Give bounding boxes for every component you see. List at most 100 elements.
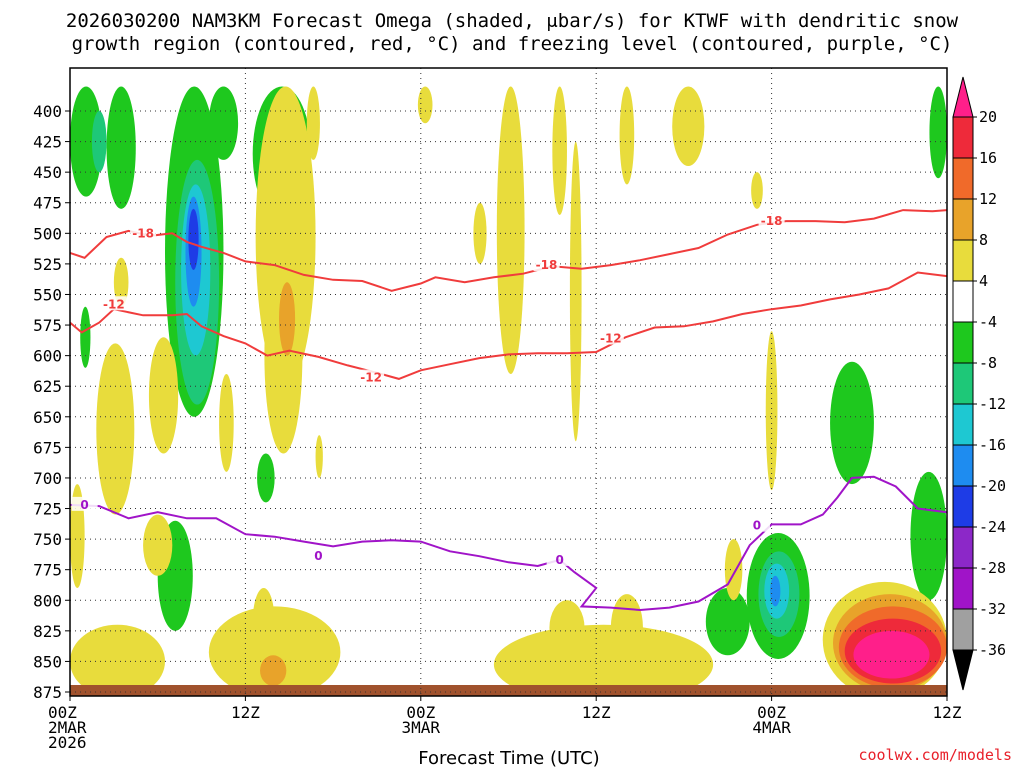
colorbar-band (952, 567, 974, 610)
omega-shading (70, 86, 947, 696)
omega-region-4_8 (672, 86, 705, 167)
omega-region-4_8 (96, 343, 135, 515)
omega-region-m8_m4 (910, 471, 947, 601)
y-tick-label: 450 (33, 163, 62, 182)
contour-label-bg (130, 225, 157, 240)
y-tick-label: 425 (33, 133, 62, 152)
omega-region-m8_m4 (705, 588, 750, 656)
x-tick-label: 12Z (933, 703, 962, 722)
x-tick-label: 2MAR (48, 718, 87, 737)
omega-region-8_12 (279, 282, 296, 356)
contour-label-bg (100, 296, 127, 311)
omega-region-m8_m4 (929, 86, 947, 179)
contour-line--18 (70, 209, 947, 292)
colorbar-band (952, 321, 974, 364)
colorbar-arrow-top (952, 76, 974, 118)
y-tick-label: 500 (33, 224, 62, 243)
omega-region-4_8 (306, 86, 320, 160)
omega-region-4_8 (315, 435, 323, 478)
omega-region-4_8 (473, 202, 487, 264)
colorbar-label: -4 (979, 313, 997, 331)
contour-label: 0 (555, 553, 563, 567)
omega-region-m8_m4 (80, 306, 91, 368)
colorbar-band (952, 280, 974, 323)
contour-label: -12 (600, 332, 622, 346)
x-tick-label: 3MAR (402, 718, 441, 737)
y-tick-label: 550 (33, 285, 62, 304)
omega-region-m8_m4 (70, 86, 103, 197)
y-tick-label: 650 (33, 408, 62, 427)
contour-label-bg (743, 517, 770, 532)
y-tick-label: 775 (33, 561, 62, 580)
colorbar-band (952, 116, 974, 159)
contour-line--12 (70, 271, 947, 380)
omega-region-8_12 (260, 655, 287, 686)
colorbar-band (952, 362, 974, 405)
omega-region-4_8 (724, 539, 743, 601)
terrain-band (70, 685, 947, 696)
colorbar-band (952, 485, 974, 528)
contour-line-0 (70, 475, 947, 612)
omega-region-m8_m4 (830, 361, 874, 485)
omega-region-4_8 (619, 86, 635, 185)
omega-region-4_8 (219, 373, 234, 472)
gridlines (69, 68, 948, 696)
omega-region-gt20 (853, 630, 930, 679)
contour-label-bg (597, 330, 624, 345)
colorbar-label: 4 (979, 272, 988, 290)
omega-region-4_8 (552, 86, 567, 215)
y-tick-label: 725 (33, 500, 62, 519)
omega-region-4_8 (493, 624, 714, 696)
omega-region-4_8 (70, 624, 165, 696)
colorbar-band (952, 608, 974, 651)
omega-region-m20_m16 (770, 575, 781, 607)
y-tick-label: 475 (33, 194, 62, 213)
colorbar-label: -28 (979, 559, 1006, 577)
colorbar-label: -8 (979, 354, 997, 372)
x-tick-label: 00Z (48, 703, 77, 722)
colorbar-label: -20 (979, 477, 1006, 495)
y-tick-label: 625 (33, 377, 62, 396)
colorbar-label: -36 (979, 641, 1006, 659)
colorbar-band (952, 198, 974, 241)
axes: 400 425 450 475 500 525 550 575 600 625 650 675 700 7… (33, 67, 962, 752)
omega-region-4_8 (252, 588, 275, 656)
colorbar-band (952, 444, 974, 487)
y-tick-label: 525 (33, 255, 62, 274)
contour-label: -12 (360, 371, 382, 385)
omega-region-4_8 (751, 172, 763, 209)
omega-region-m8_m4 (208, 86, 239, 160)
y-tick-label: 875 (33, 683, 62, 702)
omega-region-4_8 (569, 141, 582, 442)
contour-label-bg (305, 548, 332, 563)
colorbar-label: 12 (979, 190, 997, 208)
contour-label-bg (533, 257, 560, 272)
y-tick-label: 750 (33, 530, 62, 549)
omega-region-4_8 (549, 600, 585, 656)
colorbar-band (952, 157, 974, 200)
contour-label: 0 (314, 549, 322, 563)
omega-region-m12_m8 (91, 111, 107, 173)
colorbar-band (952, 526, 974, 569)
y-tick-label: 825 (33, 622, 62, 641)
x-tick-label: 2026 (48, 733, 87, 752)
colorbar-label: -16 (979, 436, 1006, 454)
contour-label: -12 (103, 297, 125, 311)
colorbar-band (952, 403, 974, 446)
x-tick-label: 12Z (582, 703, 611, 722)
contour-label: -18 (536, 258, 558, 272)
contour-label-bg (758, 213, 785, 228)
credit-text: coolwx.com/models (858, 746, 1012, 764)
y-tick-label: 800 (33, 591, 62, 610)
colorbar-label: 8 (979, 231, 988, 249)
omega-region-4_8 (208, 606, 341, 696)
omega-region-m24_m20 (188, 208, 199, 271)
contour-label-bg (71, 496, 98, 511)
contour-label-bg (358, 369, 385, 384)
x-tick-label: 00Z (406, 703, 435, 722)
y-tick-label: 575 (33, 316, 62, 335)
contour-label: 0 (80, 498, 88, 512)
x-tick-label: 00Z (757, 703, 786, 722)
omega-region-4_8 (113, 257, 129, 307)
